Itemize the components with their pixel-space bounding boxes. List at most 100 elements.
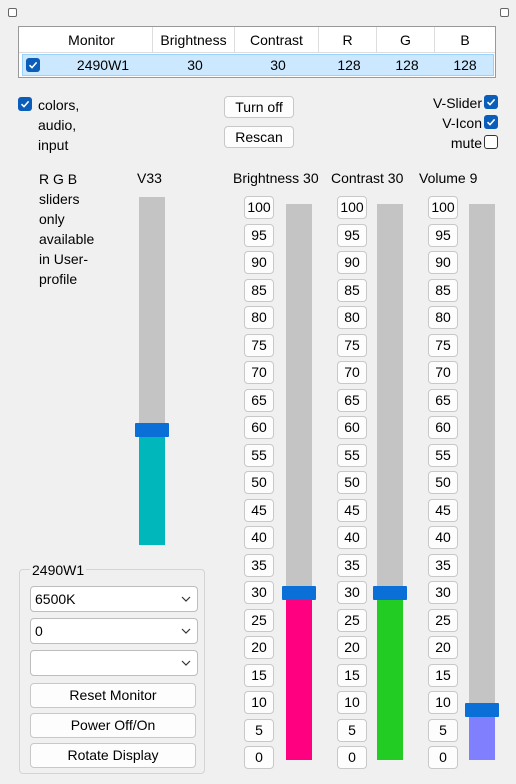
mute-checkbox[interactable] — [484, 135, 498, 149]
cell-contrast: 30 — [270, 57, 286, 73]
contrast-step-65-button[interactable]: 65 — [337, 388, 367, 412]
volume-step-50-button[interactable]: 50 — [428, 471, 458, 494]
contrast-step-0-button[interactable]: 0 — [337, 746, 367, 769]
volume-step-15-button[interactable]: 15 — [428, 663, 458, 687]
brightness-step-75-button[interactable]: 75 — [244, 333, 274, 357]
v33-slider-track[interactable] — [135, 197, 169, 545]
turn-off-button[interactable]: Turn off — [224, 96, 294, 118]
contrast-step-30-button[interactable]: 30 — [337, 581, 367, 604]
volume-step-60-button[interactable]: 60 — [428, 416, 458, 439]
volume-step-70-button[interactable]: 70 — [428, 361, 458, 384]
volume-step-65-button[interactable]: 65 — [428, 388, 458, 412]
brightness-step-90-button[interactable]: 90 — [244, 251, 274, 274]
contrast-step-15-button[interactable]: 15 — [337, 663, 367, 687]
note-line: available — [39, 231, 95, 247]
brightness-step-100-button[interactable]: 100 — [244, 196, 274, 219]
volume-step-85-button[interactable]: 85 — [428, 278, 458, 302]
row-checkbox[interactable] — [26, 58, 40, 72]
contrast-step-90-button[interactable]: 90 — [337, 251, 367, 274]
top-left-corner-checkbox[interactable] — [8, 8, 17, 17]
contrast-step-40-button[interactable]: 40 — [337, 526, 367, 549]
brightness-step-70-button[interactable]: 70 — [244, 361, 274, 384]
contrast-step-55-button[interactable]: 55 — [337, 443, 367, 467]
note-line: profile — [39, 271, 78, 287]
brightness-step-95-button[interactable]: 95 — [244, 223, 274, 247]
header-contrast[interactable]: Contrast — [235, 27, 319, 53]
contrast-step-50-button[interactable]: 50 — [337, 471, 367, 494]
contrast-step-20-button[interactable]: 20 — [337, 636, 367, 659]
volume-slider-track[interactable] — [465, 204, 499, 760]
contrast-step-80-button[interactable]: 80 — [337, 306, 367, 329]
brightness-step-50-button[interactable]: 50 — [244, 471, 274, 494]
color-temperature-select[interactable]: 6500K — [30, 586, 198, 612]
volume-step-45-button[interactable]: 45 — [428, 498, 458, 522]
volume-step-30-button[interactable]: 30 — [428, 581, 458, 604]
header-monitor[interactable]: Monitor — [31, 27, 153, 53]
brightness-step-5-button[interactable]: 5 — [244, 718, 274, 742]
table-row[interactable]: 2490W1 30 30 128 128 128 — [22, 54, 494, 76]
v33-slider-thumb[interactable] — [135, 423, 169, 437]
rotate-display-button[interactable]: Rotate Display — [30, 743, 196, 768]
contrast-step-5-button[interactable]: 5 — [337, 718, 367, 742]
volume-step-55-button[interactable]: 55 — [428, 443, 458, 467]
volume-step-5-button[interactable]: 5 — [428, 718, 458, 742]
top-right-corner-checkbox[interactable] — [500, 8, 509, 17]
volume-step-75-button[interactable]: 75 — [428, 333, 458, 357]
brightness-step-55-button[interactable]: 55 — [244, 443, 274, 467]
cell-g: 128 — [395, 57, 419, 73]
contrast-step-70-button[interactable]: 70 — [337, 361, 367, 384]
header-brightness[interactable]: Brightness — [153, 27, 235, 53]
volume-step-40-button[interactable]: 40 — [428, 526, 458, 549]
brightness-step-20-button[interactable]: 20 — [244, 636, 274, 659]
second-select[interactable]: 0 — [30, 618, 198, 644]
brightness-step-25-button[interactable]: 25 — [244, 608, 274, 632]
colors-audio-input-checkbox[interactable] — [18, 97, 32, 111]
brightness-step-80-button[interactable]: 80 — [244, 306, 274, 329]
brightness-step-10-button[interactable]: 10 — [244, 691, 274, 714]
contrast-step-60-button[interactable]: 60 — [337, 416, 367, 439]
v-slider-checkbox[interactable] — [484, 95, 498, 109]
contrast-step-95-button[interactable]: 95 — [337, 223, 367, 247]
contrast-slider-thumb[interactable] — [373, 586, 407, 600]
brightness-step-40-button[interactable]: 40 — [244, 526, 274, 549]
volume-step-35-button[interactable]: 35 — [428, 553, 458, 577]
volume-slider-thumb[interactable] — [465, 703, 499, 717]
brightness-slider-track[interactable] — [282, 204, 316, 760]
v-icon-checkbox[interactable] — [484, 115, 498, 129]
volume-step-20-button[interactable]: 20 — [428, 636, 458, 659]
contrast-step-45-button[interactable]: 45 — [337, 498, 367, 522]
reset-monitor-button[interactable]: Reset Monitor — [30, 683, 196, 708]
contrast-slider-track[interactable] — [373, 204, 407, 760]
contrast-step-100-button[interactable]: 100 — [337, 196, 367, 219]
contrast-step-75-button[interactable]: 75 — [337, 333, 367, 357]
contrast-step-35-button[interactable]: 35 — [337, 553, 367, 577]
volume-step-80-button[interactable]: 80 — [428, 306, 458, 329]
brightness-step-45-button[interactable]: 45 — [244, 498, 274, 522]
label-line: colors, — [38, 97, 80, 113]
third-select[interactable] — [30, 650, 198, 676]
brightness-slider-thumb[interactable] — [282, 586, 316, 600]
header-r[interactable]: R — [319, 27, 377, 53]
brightness-step-15-button[interactable]: 15 — [244, 663, 274, 687]
brightness-step-0-button[interactable]: 0 — [244, 746, 274, 769]
header-g[interactable]: G — [377, 27, 435, 53]
contrast-step-10-button[interactable]: 10 — [337, 691, 367, 714]
brightness-step-65-button[interactable]: 65 — [244, 388, 274, 412]
contrast-step-25-button[interactable]: 25 — [337, 608, 367, 632]
volume-step-25-button[interactable]: 25 — [428, 608, 458, 632]
volume-step-90-button[interactable]: 90 — [428, 251, 458, 274]
power-off-on-button[interactable]: Power Off/On — [30, 713, 196, 738]
header-spacer — [19, 27, 31, 53]
volume-step-0-button[interactable]: 0 — [428, 746, 458, 769]
header-b[interactable]: B — [435, 27, 495, 53]
volume-step-10-button[interactable]: 10 — [428, 691, 458, 714]
brightness-step-85-button[interactable]: 85 — [244, 278, 274, 302]
contrast-step-85-button[interactable]: 85 — [337, 278, 367, 302]
volume-step-95-button[interactable]: 95 — [428, 223, 458, 247]
volume-step-100-button[interactable]: 100 — [428, 196, 458, 219]
brightness-step-60-button[interactable]: 60 — [244, 416, 274, 439]
brightness-step-35-button[interactable]: 35 — [244, 553, 274, 577]
rescan-button[interactable]: Rescan — [224, 126, 294, 148]
brightness-step-30-button[interactable]: 30 — [244, 581, 274, 604]
v-slider-label: V-Slider — [432, 95, 482, 111]
